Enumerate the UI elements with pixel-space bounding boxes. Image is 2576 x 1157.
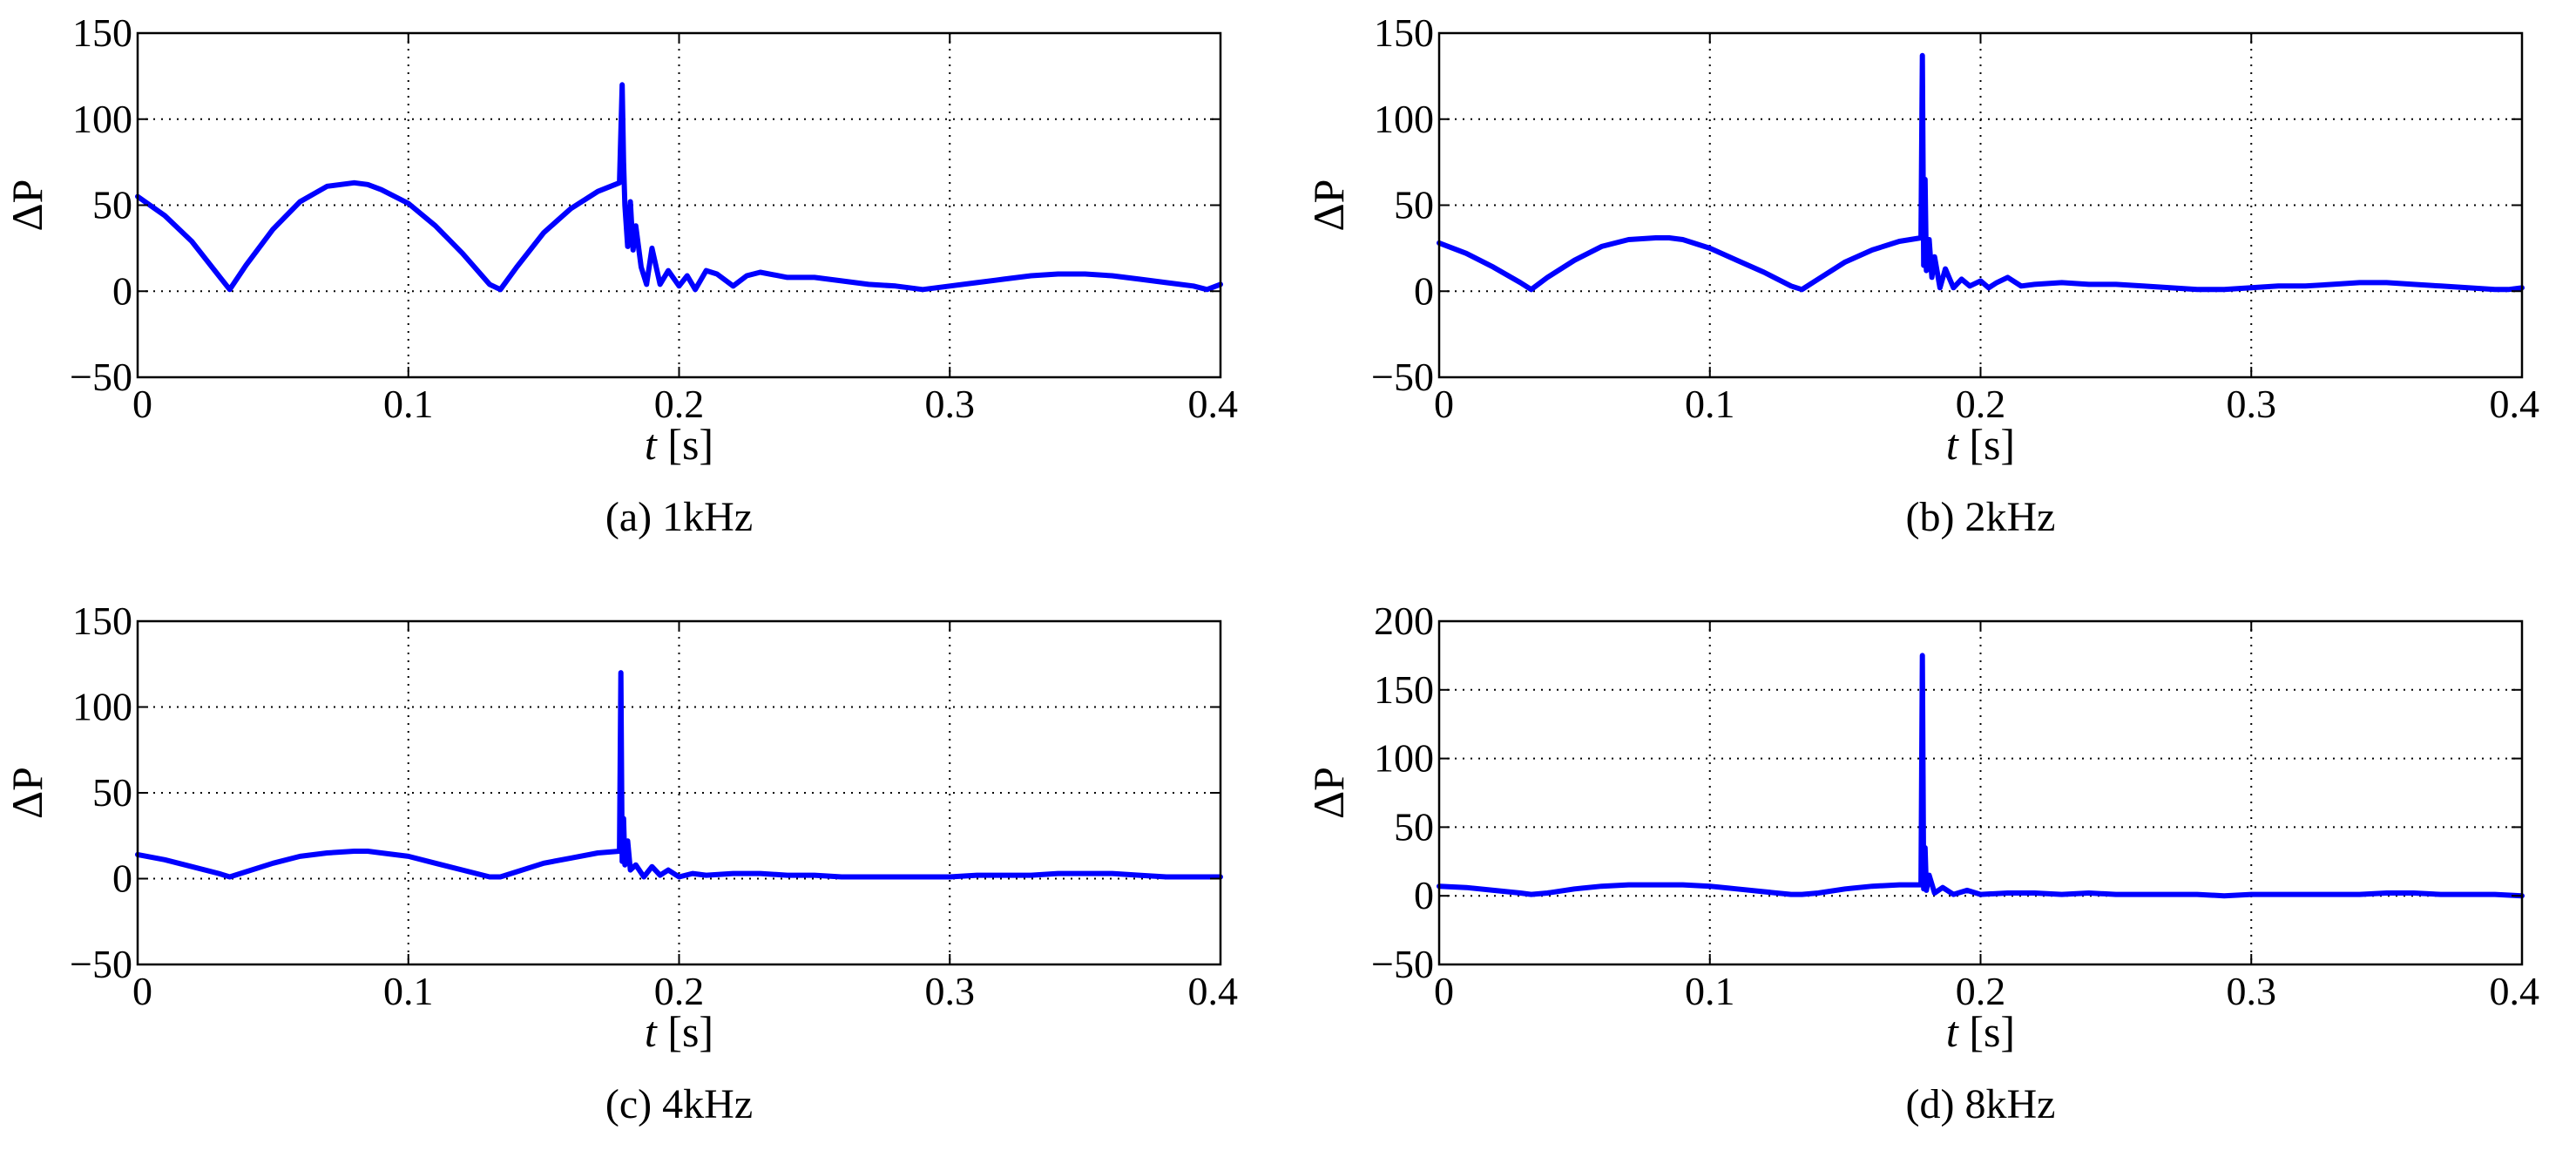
y-tick-label: 150 <box>72 599 132 643</box>
x-tick-label: 0.3 <box>2227 969 2277 1013</box>
series-line <box>135 670 1223 880</box>
y-axis-label: ΔP <box>3 179 51 232</box>
y-tick-label: 100 <box>1374 97 1434 141</box>
y-tick-label: 50 <box>92 183 132 227</box>
y-axis-label: ΔP <box>3 767 51 819</box>
y-tick-label: 0 <box>112 268 132 313</box>
x-tick-label: 0 <box>132 969 152 1013</box>
x-tick-label: 0.2 <box>654 382 705 426</box>
x-axis-label: t [s] <box>1946 1007 2015 1056</box>
x-axis-variable: t <box>645 420 658 469</box>
x-tick-label: 0 <box>132 382 152 426</box>
y-tick-label: 200 <box>1374 599 1434 643</box>
x-tick-label: 0.1 <box>383 969 434 1013</box>
x-axis-unit: [s] <box>1958 420 2015 469</box>
x-axis-variable: t <box>1946 420 1959 469</box>
y-tick-label: 100 <box>72 97 132 141</box>
y-tick-label: 150 <box>1374 667 1434 712</box>
y-tick-label: 50 <box>1394 183 1434 227</box>
x-axis-label: t [s] <box>645 420 713 469</box>
panel-caption: (d) 8kHz <box>1906 1081 2056 1127</box>
x-tick-label: 0.1 <box>1685 969 1735 1013</box>
x-tick-label: 0.1 <box>383 382 434 426</box>
y-tick-label: 150 <box>1374 10 1434 55</box>
x-tick-label: 0.4 <box>2490 969 2540 1013</box>
panel-caption: (c) 4kHz <box>605 1081 753 1127</box>
series-line <box>135 82 1223 293</box>
x-axis-unit: [s] <box>657 1007 713 1056</box>
y-tick-label: −50 <box>70 942 132 986</box>
y-tick-label: 150 <box>72 10 132 55</box>
y-tick-label: −50 <box>1371 355 1434 399</box>
y-tick-label: 0 <box>112 856 132 901</box>
x-axis-unit: [s] <box>657 420 713 469</box>
panel-caption: (a) 1kHz <box>605 494 753 540</box>
x-tick-label: 0.3 <box>925 969 976 1013</box>
x-tick-label: 0.4 <box>1188 969 1239 1013</box>
plot-area <box>1439 621 2522 964</box>
x-tick-label: 0.2 <box>1956 382 2006 426</box>
y-tick-label: 100 <box>1374 736 1434 781</box>
x-tick-label: 0.3 <box>2227 382 2277 426</box>
series-line <box>1437 52 2525 293</box>
x-axis-variable: t <box>645 1007 658 1056</box>
x-axis-variable: t <box>1946 1007 1959 1056</box>
y-axis-label: ΔP <box>1304 767 1353 819</box>
y-tick-label: 0 <box>1414 268 1434 313</box>
y-tick-label: 50 <box>1394 804 1434 849</box>
x-axis-label: t [s] <box>645 1007 713 1056</box>
x-tick-label: 0.2 <box>1956 969 2006 1013</box>
x-tick-label: 0.2 <box>654 969 705 1013</box>
x-tick-label: 0 <box>1434 969 1454 1013</box>
x-tick-label: 0.4 <box>1188 382 1239 426</box>
y-tick-label: 100 <box>72 685 132 729</box>
x-tick-label: 0.4 <box>2490 382 2540 426</box>
y-axis-label: ΔP <box>1304 179 1353 232</box>
series-line <box>1437 653 2525 899</box>
x-axis-unit: [s] <box>1958 1007 2015 1056</box>
panel-caption: (b) 2kHz <box>1906 494 2056 540</box>
y-tick-label: −50 <box>1371 942 1434 986</box>
x-tick-label: 0 <box>1434 382 1454 426</box>
y-tick-label: 50 <box>92 770 132 815</box>
x-tick-label: 0.1 <box>1685 382 1735 426</box>
y-tick-label: 0 <box>1414 873 1434 917</box>
x-tick-label: 0.3 <box>925 382 976 426</box>
x-axis-label: t [s] <box>1946 420 2015 469</box>
y-tick-label: −50 <box>70 355 132 399</box>
